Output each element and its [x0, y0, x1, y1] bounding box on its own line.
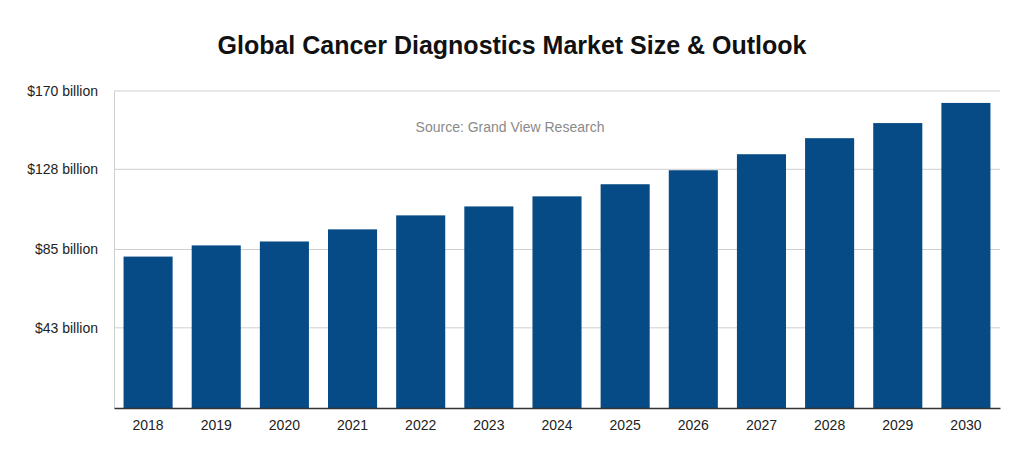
bar [192, 245, 241, 408]
bar [464, 206, 513, 408]
x-tick-label: 2024 [541, 417, 572, 433]
x-tick: 2021 [337, 408, 368, 433]
bar [532, 196, 581, 408]
y-axis-line [114, 92, 115, 409]
bars [124, 103, 991, 408]
x-axis-line [115, 408, 1001, 410]
bar [260, 241, 309, 408]
bar [601, 184, 650, 408]
y-tick: $128 billion [27, 161, 114, 177]
y-tick-label: $43 billion [35, 320, 98, 336]
grid-line [114, 169, 1000, 170]
x-tick-label: 2030 [950, 417, 981, 433]
x-tick: 2027 [746, 408, 777, 433]
x-tick-label: 2026 [678, 417, 709, 433]
bar [669, 170, 718, 408]
bar [873, 123, 922, 408]
bar [396, 215, 445, 408]
y-tick-label: $85 billion [35, 241, 98, 257]
x-tick-label: 2020 [269, 417, 300, 433]
y-tick-label: $170 billion [27, 83, 98, 99]
grid-line [114, 91, 1000, 92]
x-tick-label: 2029 [882, 417, 913, 433]
x-tick: 2023 [473, 408, 504, 433]
annotation: Source: Grand View Research [416, 119, 605, 135]
y-tick: $85 billion [35, 241, 114, 257]
x-tick: 2018 [132, 408, 163, 433]
y-axis: $43 billion $85 billion $128 billion $170 b… [27, 83, 114, 409]
x-tick: 2028 [814, 408, 845, 433]
x-tick: 2030 [950, 408, 981, 433]
x-axis: 2018 2019 2020 2021 2022 2023 2024 2025 2026 2027… [115, 408, 1001, 433]
y-tick: $170 billion [27, 83, 114, 99]
x-tick-label: 2021 [337, 417, 368, 433]
x-tick: 2019 [201, 408, 232, 433]
x-tick: 2024 [541, 408, 572, 433]
y-tick-label: $128 billion [27, 161, 98, 177]
bar [941, 103, 990, 408]
bar [737, 154, 786, 408]
x-tick: 2026 [678, 408, 709, 433]
x-tick: 2025 [610, 408, 641, 433]
x-tick-label: 2027 [746, 417, 777, 433]
x-tick-label: 2018 [132, 417, 163, 433]
x-tick: 2029 [882, 408, 913, 433]
bar [328, 229, 377, 408]
x-tick-label: 2019 [201, 417, 232, 433]
x-tick: 2020 [269, 408, 300, 433]
y-tick: $43 billion [35, 320, 114, 336]
bar [805, 138, 854, 408]
x-tick-label: 2025 [610, 417, 641, 433]
title: Global Cancer Diagnostics Market Size & … [217, 31, 806, 59]
bar [124, 257, 173, 408]
x-tick-label: 2028 [814, 417, 845, 433]
chart: Global Cancer Diagnostics Market Size & … [0, 0, 1024, 470]
x-tick: 2022 [405, 408, 436, 433]
x-tick-label: 2022 [405, 417, 436, 433]
x-tick-label: 2023 [473, 417, 504, 433]
